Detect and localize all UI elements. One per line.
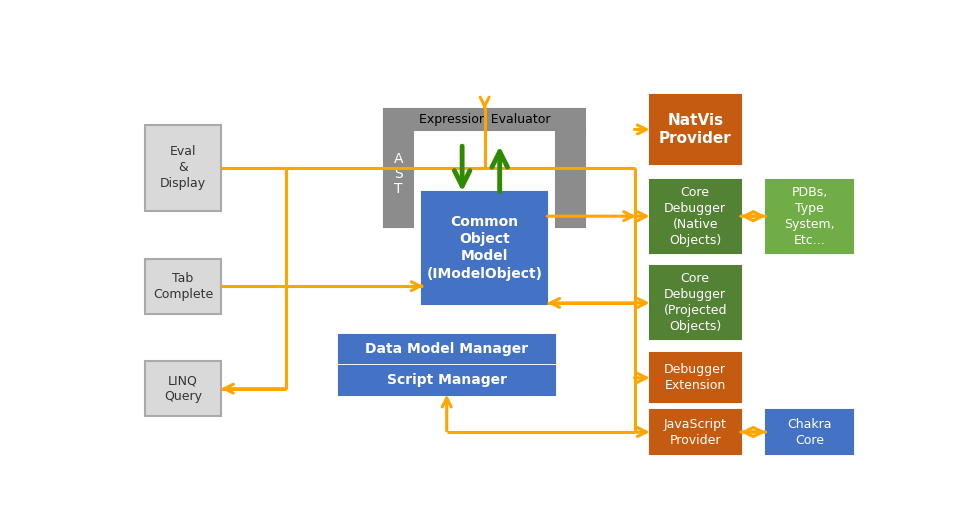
FancyBboxPatch shape — [556, 131, 585, 227]
FancyBboxPatch shape — [649, 353, 740, 402]
Text: Expression Evaluator: Expression Evaluator — [419, 113, 550, 126]
FancyBboxPatch shape — [145, 124, 221, 211]
Text: Script Manager: Script Manager — [386, 373, 507, 388]
Text: Debugger
Extension: Debugger Extension — [663, 364, 726, 392]
FancyBboxPatch shape — [649, 266, 740, 339]
FancyBboxPatch shape — [338, 366, 555, 395]
Text: Chakra
Core: Chakra Core — [786, 417, 830, 446]
FancyBboxPatch shape — [145, 361, 221, 416]
FancyBboxPatch shape — [145, 259, 221, 314]
FancyBboxPatch shape — [649, 95, 740, 164]
FancyBboxPatch shape — [765, 410, 852, 454]
Text: NatVis
Provider: NatVis Provider — [658, 113, 731, 146]
Text: Eval
&
Display: Eval & Display — [159, 145, 206, 190]
Text: Data Model Manager: Data Model Manager — [365, 342, 528, 356]
FancyBboxPatch shape — [649, 410, 740, 454]
FancyBboxPatch shape — [383, 131, 413, 227]
Text: Core
Debugger
(Projected
Objects): Core Debugger (Projected Objects) — [663, 272, 727, 333]
Text: LINQ
Query: LINQ Query — [164, 374, 201, 403]
FancyBboxPatch shape — [649, 180, 740, 252]
Text: Common
Object
Model
(IModelObject): Common Object Model (IModelObject) — [426, 215, 542, 281]
FancyBboxPatch shape — [422, 191, 547, 304]
Text: A
S
T: A S T — [393, 152, 403, 196]
FancyBboxPatch shape — [765, 180, 852, 252]
FancyBboxPatch shape — [338, 335, 555, 363]
Text: Tab
Complete: Tab Complete — [153, 272, 213, 301]
Text: JavaScript
Provider: JavaScript Provider — [663, 417, 726, 446]
FancyBboxPatch shape — [383, 109, 585, 131]
Text: PDBs,
Type
System,
Etc...: PDBs, Type System, Etc... — [783, 186, 834, 247]
Text: Core
Debugger
(Native
Objects): Core Debugger (Native Objects) — [663, 186, 726, 247]
